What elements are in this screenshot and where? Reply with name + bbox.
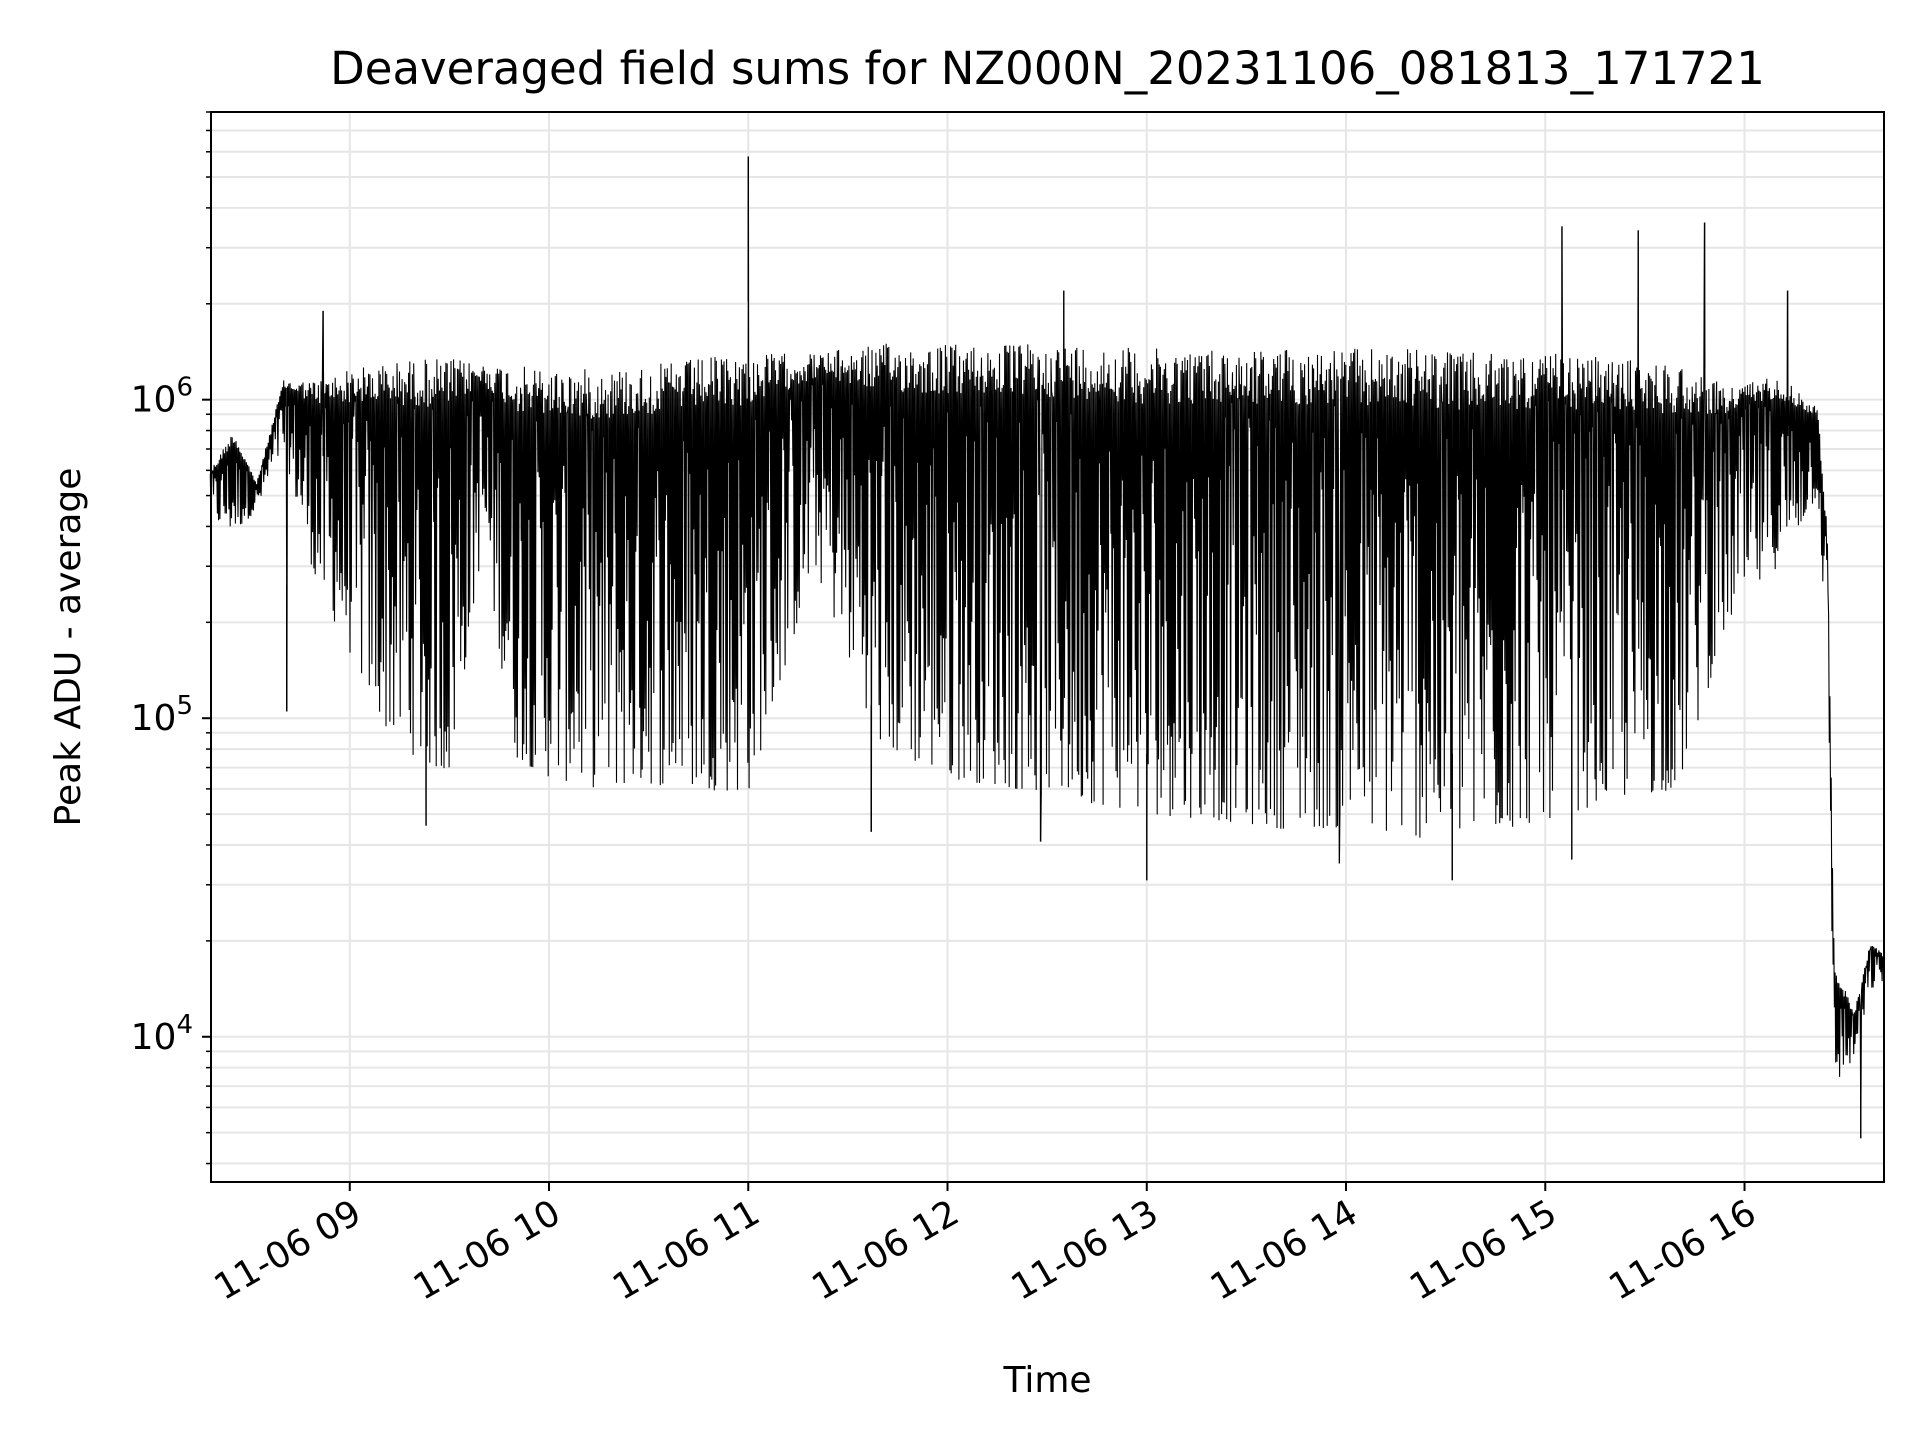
y-tick-exponent: 6: [176, 373, 193, 403]
x-tick-label: 11-06 11: [606, 1192, 767, 1308]
x-axis-label: Time: [1002, 1360, 1091, 1401]
y-tick-exponent: 5: [176, 691, 193, 721]
y-tick-label: 106: [131, 373, 193, 421]
x-tick-label: 11-06 15: [1403, 1192, 1564, 1308]
y-tick-label: 105: [131, 691, 193, 739]
x-tick-label: 11-06 14: [1204, 1192, 1365, 1308]
y-tick-exponent: 4: [176, 1010, 193, 1040]
chart-title: Deaveraged field sums for NZ000N_2023110…: [330, 42, 1765, 95]
x-tick-label: 11-06 12: [805, 1192, 966, 1308]
y-tick-base: 10: [131, 380, 177, 421]
plot-area: [209, 156, 1885, 1139]
y-tick-label: 104: [131, 1010, 193, 1058]
plot-frame: [210, 111, 1885, 1183]
x-tick-label: 11-06 09: [208, 1192, 369, 1308]
x-tick-label: 11-06 16: [1602, 1192, 1763, 1308]
y-tick-base: 10: [131, 698, 177, 739]
y-tick-base: 10: [131, 1017, 177, 1058]
series-line: [209, 156, 1885, 1139]
x-tick-label: 11-06 10: [407, 1192, 568, 1308]
x-tick-label: 11-06 13: [1005, 1192, 1166, 1308]
y-axis-label: Peak ADU - average: [48, 468, 89, 827]
